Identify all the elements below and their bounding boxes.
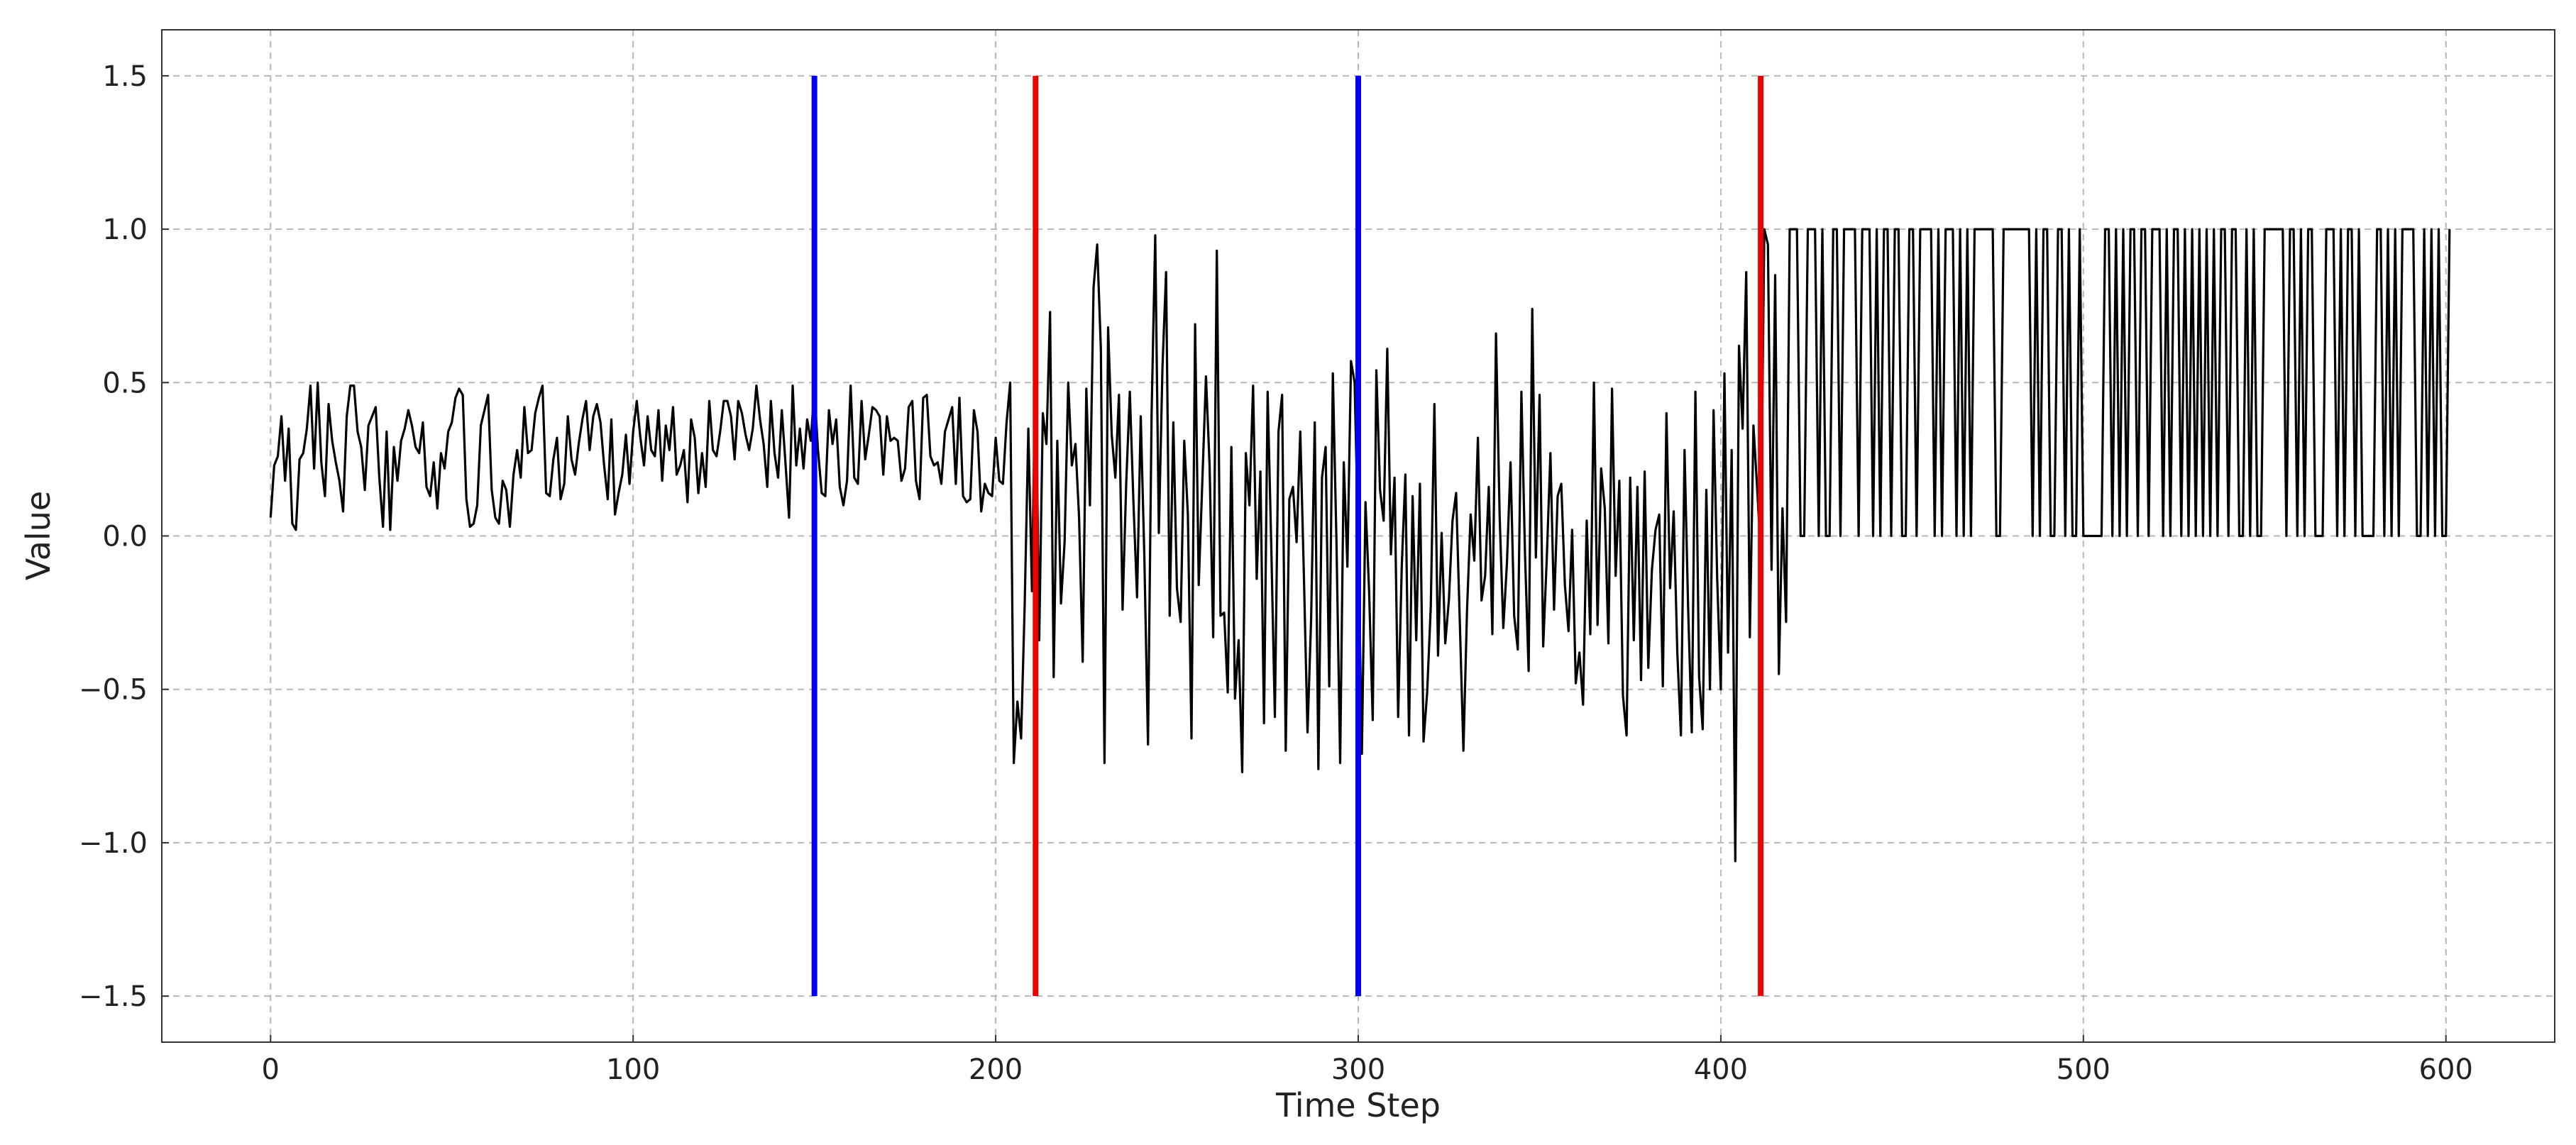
- x-tick-label: 200: [969, 1053, 1023, 1086]
- x-tick-label: 400: [1694, 1053, 1748, 1086]
- y-axis: −1.5 −1.0 −0.5 0.0 0.5 1.0 1.5: [79, 60, 169, 1013]
- y-axis-title: Value: [19, 491, 57, 580]
- y-tick-label: 1.0: [102, 214, 148, 246]
- x-tick-label: 600: [2419, 1053, 2473, 1086]
- y-tick-label: −1.0: [79, 827, 148, 860]
- y-tick-label: 1.5: [102, 60, 148, 93]
- x-axis-title: Time Step: [1275, 1086, 1441, 1124]
- x-tick-label: 500: [2057, 1053, 2110, 1086]
- y-tick-label: 0.5: [102, 367, 148, 399]
- vertical-markers: [811, 75, 1764, 997]
- x-tick-label: 300: [1331, 1053, 1385, 1086]
- x-axis: 0 100 200 300 400 500 600: [262, 1035, 2473, 1086]
- y-tick-label: −0.5: [79, 674, 148, 707]
- y-tick-label: 0.0: [102, 521, 148, 553]
- x-tick-label: 0: [262, 1053, 280, 1086]
- y-tick-label: −1.5: [79, 980, 148, 1013]
- x-tick-label: 100: [606, 1053, 660, 1086]
